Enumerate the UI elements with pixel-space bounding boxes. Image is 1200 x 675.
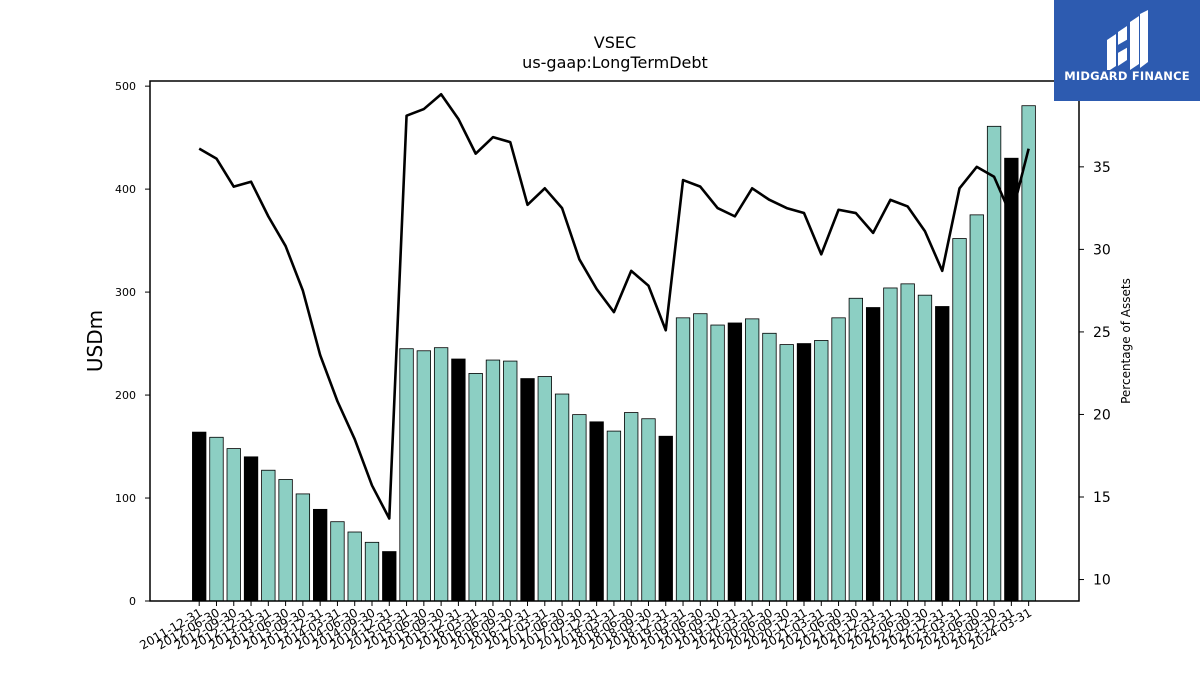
brand-badge: MIDGARD FINANCE [1054, 0, 1200, 101]
bar-2019-03-31 [675, 317, 691, 602]
bar-2017-03-31 [537, 376, 552, 602]
plot-frame [149, 80, 1080, 602]
bar-2023-06-30 [969, 214, 984, 602]
bar-2012-12-31 [243, 456, 259, 602]
bar-2018-03-31 [606, 430, 622, 602]
bar-2012-06-30 [209, 436, 224, 602]
bar-2022-06-30 [900, 283, 915, 602]
y2-tick-label: 15 [1093, 490, 1111, 506]
y-tick-label: 300 [115, 286, 136, 299]
bar-2021-06-30 [831, 317, 846, 602]
left-axis-ticks: 0 100 200 300 400 500 [115, 80, 150, 608]
y2-axis-label: Percentage of Assets [1119, 278, 1133, 404]
percentage-line-series [198, 92, 1030, 520]
y-tick-label: 100 [115, 492, 136, 505]
bar-2024-03-31 [1021, 105, 1036, 602]
bar-2016-06-30 [485, 359, 501, 602]
bar-2020-12-31 [796, 343, 812, 602]
bar-2023-03-31 [952, 238, 967, 602]
bar-2015-06-30 [416, 350, 431, 602]
bar-2022-09-30 [917, 294, 933, 602]
bar-2014-03-31 [330, 521, 345, 602]
bar-2014-09-30 [364, 541, 380, 602]
bar-2019-06-30 [693, 313, 708, 602]
x-axis-ticks: 2011-12-312012-06-302012-09-302012-12-31… [137, 601, 1034, 652]
bar-2012-09-30 [226, 448, 241, 602]
y2-tick-label: 35 [1093, 160, 1111, 176]
bar-2019-09-30 [710, 324, 725, 602]
bar-2015-12-31 [451, 358, 466, 602]
bar-2013-03-31 [261, 469, 276, 602]
bar-2018-06-30 [624, 412, 639, 602]
chart-title: VSEC [594, 33, 636, 52]
bar-2021-12-31 [865, 307, 881, 602]
bar-2014-12-31 [382, 551, 397, 602]
y2-tick-label: 10 [1093, 573, 1111, 589]
bar-2018-12-31 [658, 435, 673, 602]
chart-subtitle: us-gaap:LongTermDebt [522, 53, 708, 72]
bar-2021-09-30 [848, 297, 863, 602]
bar-2013-09-30 [295, 493, 311, 602]
bar-2016-12-31 [520, 378, 535, 602]
bar-2016-09-30 [503, 360, 518, 602]
bar-2020-03-31 [745, 318, 760, 602]
bar-2022-12-31 [935, 306, 950, 602]
brand-name: MIDGARD FINANCE [1064, 69, 1190, 83]
bar-2023-12-31 [1004, 157, 1019, 602]
bar-2013-06-30 [278, 479, 293, 602]
y2-tick-label: 25 [1093, 325, 1111, 341]
midgard-logo-icon [1107, 10, 1148, 70]
y2-tick-label: 20 [1093, 407, 1111, 423]
bar-2017-09-30 [572, 414, 587, 602]
bar-2022-03-31 [883, 287, 898, 602]
bar-2018-09-30 [641, 418, 656, 602]
bar-2021-03-31 [814, 340, 829, 602]
bar-2013-12-31 [313, 508, 328, 602]
bar-2015-03-31 [399, 348, 414, 602]
bar-2017-12-31 [589, 421, 604, 602]
bar-2020-09-30 [779, 344, 794, 602]
percentage-line [198, 92, 1030, 520]
y-axis-label: USDm [83, 310, 107, 372]
y2-tick-label: 30 [1093, 242, 1111, 258]
bar-2016-03-31 [468, 373, 483, 602]
bar-2019-12-31 [727, 322, 743, 602]
bar-2017-06-30 [554, 393, 570, 602]
y-tick-label: 200 [115, 389, 136, 402]
bar-2023-09-30 [986, 125, 1002, 602]
bar-2011-12-31 [192, 431, 207, 602]
y-tick-label: 500 [115, 80, 136, 93]
bar-2014-06-30 [347, 531, 362, 602]
right-axis-ticks: 10 15 20 25 30 35 [1079, 160, 1111, 589]
y-tick-label: 0 [129, 595, 136, 608]
bar-2020-06-30 [762, 332, 777, 602]
y-tick-label: 400 [115, 183, 136, 196]
bar-2015-09-30 [433, 347, 449, 602]
